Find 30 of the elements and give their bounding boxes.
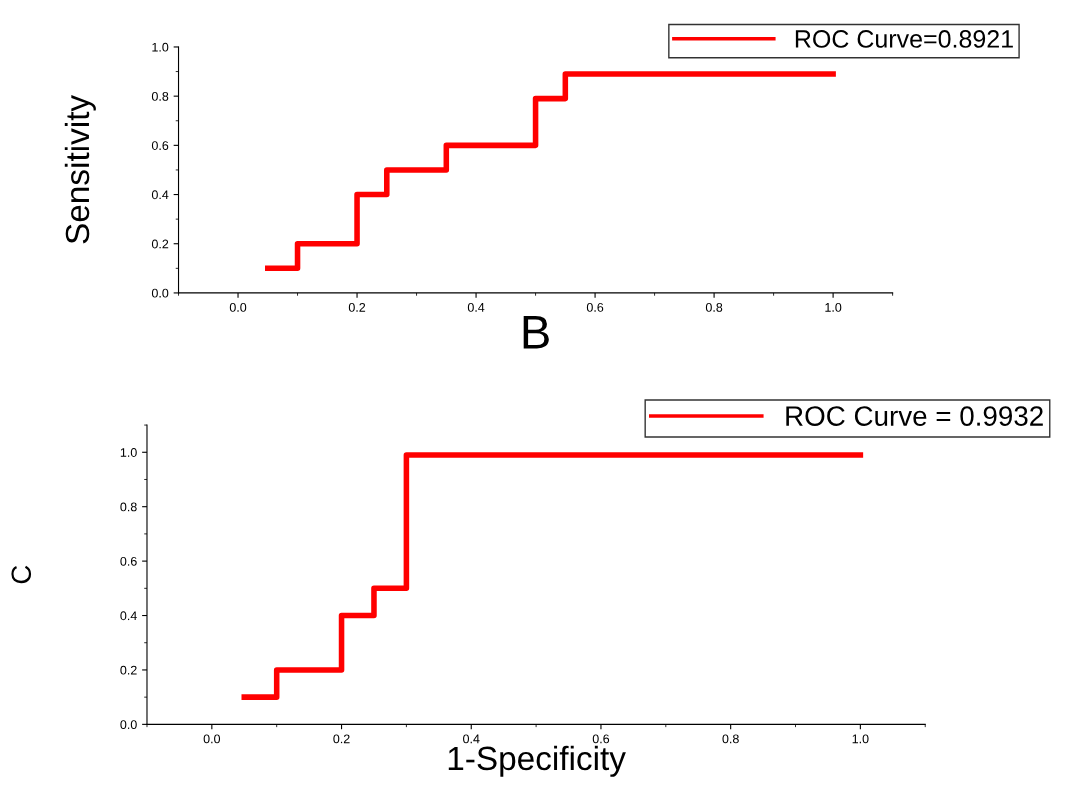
y-tick-label: 0.4 [151, 190, 169, 200]
y-tick-label: 0.0 [120, 720, 137, 730]
y-tick-label: 0.0 [151, 288, 169, 298]
y-tick-label: 0.2 [151, 239, 169, 249]
y-tick-label: 1.0 [152, 42, 169, 52]
y-tick-label: 0.6 [120, 556, 137, 566]
x-tick-label: 0.4 [467, 302, 485, 312]
x-tick-label: 0.8 [705, 302, 723, 312]
x-tick-label: 0.8 [722, 734, 739, 744]
y-tick-label: 0.4 [120, 611, 137, 621]
x-tick-label: 0.6 [586, 302, 604, 312]
x-axis-title: 1-Specificity [448, 745, 626, 777]
y-tick-label: 0.2 [120, 665, 137, 675]
legend-label: ROC Curve=0.8921 [795, 30, 1013, 48]
x-axis-title: B [523, 316, 549, 349]
x-tick-label: 0.2 [348, 302, 366, 312]
y-tick-label: 1.0 [120, 448, 137, 457]
x-tick-label: 1.0 [852, 734, 869, 744]
x-tick-label: 1.0 [825, 302, 842, 312]
y-axis-title: C [11, 565, 32, 584]
x-tick-label: 0.0 [229, 302, 247, 312]
x-tick-label: 0.2 [333, 734, 350, 744]
y-tick-label: 0.6 [151, 141, 169, 150]
y-tick-label: 0.8 [151, 91, 169, 101]
y-axis-title: Sensitivity [64, 94, 96, 244]
x-tick-label: 0.0 [203, 734, 221, 744]
y-tick-label: 0.8 [120, 502, 137, 512]
x-tick-label: 0.6 [592, 734, 610, 744]
x-tick-label: 0.4 [463, 734, 480, 744]
legend-label: ROC Curve = 0.9932 [786, 406, 1043, 426]
